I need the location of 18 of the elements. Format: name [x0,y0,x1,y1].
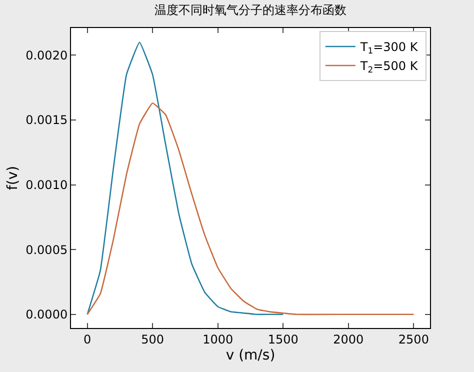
legend-label: T$_{2}$=500 K [359,59,419,75]
y-tick-label: 0.0015 [26,113,68,128]
line-series [86,42,284,316]
legend-label: T$_{1}$=300 K [359,40,419,56]
y-axis-title: f(v) [5,166,22,190]
x-axis-title: v (m/s) [226,348,276,364]
x-tick-label: 1500 [268,332,298,346]
line-series [86,102,414,316]
chart-title: 温度不同时氧气分子的速率分布函数 [154,2,346,17]
x-tick-label: 2500 [398,332,429,346]
y-tick-label: 0.0010 [26,178,68,192]
x-tick-label: 1000 [202,332,234,346]
y-tick-label: 0.0000 [26,308,68,322]
y-tick-label: 0.0020 [26,48,68,62]
y-tick-label: 0.0005 [26,242,68,257]
x-tick-label: 2000 [333,332,364,346]
x-tick-label: 500 [141,332,164,346]
x-tick-label: 0 [84,332,92,346]
